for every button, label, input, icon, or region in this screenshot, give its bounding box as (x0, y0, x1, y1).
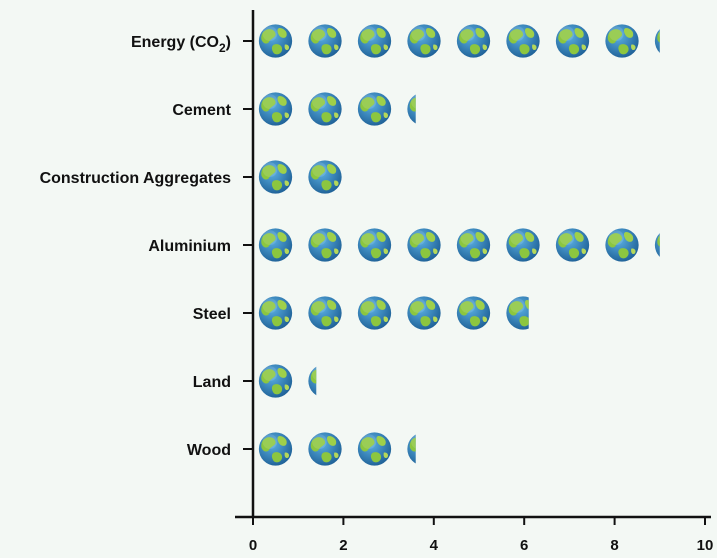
bar (258, 92, 416, 126)
earth-globe-icon (407, 296, 441, 330)
category-label: Land (193, 374, 231, 391)
bars-layer: Energy (CO2) Cement Construction Aggregate… (40, 24, 660, 466)
earth-globe-icon (506, 24, 540, 58)
earth-globe-icon (308, 24, 342, 58)
earth-globe-icon (456, 228, 491, 262)
earth-globe-icon (258, 92, 293, 126)
earth-globe-icon (605, 228, 639, 262)
category-label: Cement (172, 102, 231, 119)
earth-globe-icon (555, 24, 590, 58)
earth-globe-icon (407, 92, 416, 126)
earth-globe-icon (258, 24, 293, 58)
earth-globe-icon (357, 432, 392, 466)
earth-globe-icon (556, 296, 589, 329)
earth-globe-icon (308, 364, 317, 398)
earth-globe-icon (357, 24, 392, 58)
category-label: Wood (187, 442, 231, 459)
earth-globe-icon (506, 228, 540, 262)
earth-globe-icon (308, 160, 342, 194)
earth-globe-icon (258, 296, 293, 330)
earth-globe-icon (357, 228, 392, 262)
earth-globe-icon (456, 296, 491, 330)
category-label: Aluminium (148, 238, 231, 255)
x-tick-label: 0 (249, 537, 257, 554)
bar (258, 160, 342, 194)
x-tick-label: 4 (430, 537, 439, 554)
earth-globe-icon (407, 432, 416, 466)
bar (258, 296, 589, 330)
x-tick-label: 6 (520, 537, 528, 554)
earth-globe-icon (258, 228, 293, 262)
bar (258, 228, 660, 262)
earth-globe-icon (308, 432, 342, 466)
earth-globe-icon (456, 24, 491, 58)
earth-globe-icon (407, 228, 441, 262)
earth-globe-icon (506, 296, 529, 330)
earth-globe-icon (308, 296, 342, 330)
category-label: Construction Aggregates (40, 170, 232, 187)
earth-globe-icon (258, 160, 293, 194)
earth-globe-icon (654, 24, 660, 58)
earth-globe-icon (357, 92, 392, 126)
category-label: Steel (193, 306, 231, 323)
earth-globe-icon (308, 228, 342, 262)
axes-layer: 0 2 4 6 8 10 (235, 10, 713, 554)
bar (258, 24, 660, 58)
category-label: Energy (CO2) (131, 34, 231, 55)
earth-globe-icon (605, 24, 639, 58)
x-tick-label: 8 (610, 537, 618, 554)
earth-globe-icon (258, 432, 293, 466)
bar (258, 364, 317, 398)
earth-globe-icon (258, 364, 293, 398)
x-tick-label: 10 (697, 537, 714, 554)
earth-globe-icon (407, 24, 441, 58)
x-tick-label: 2 (339, 537, 347, 554)
earth-globe-icon (308, 92, 342, 126)
earth-globe-icon (357, 296, 392, 330)
bar (258, 432, 416, 466)
earth-globe-icon (555, 228, 590, 262)
earth-globe-icon (654, 228, 660, 262)
